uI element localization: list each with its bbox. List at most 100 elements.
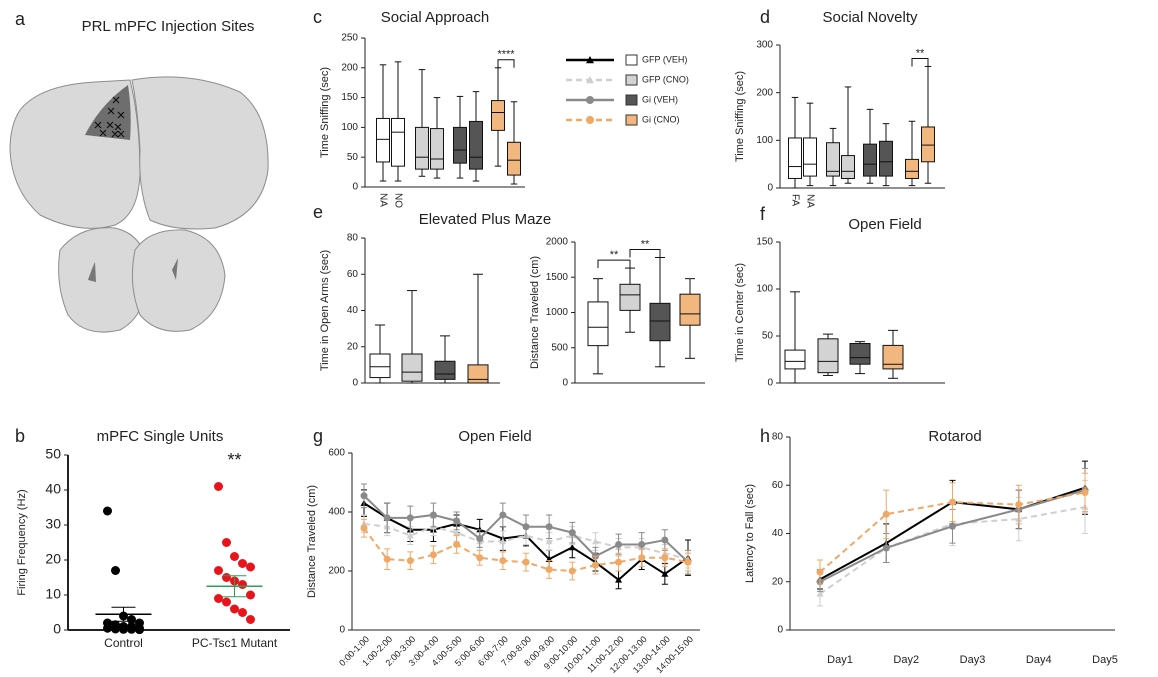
y-tick-label: 60: [347, 269, 359, 280]
significance-bracket: [497, 59, 515, 68]
marker: [499, 538, 507, 545]
y-tick-label: 20: [45, 551, 61, 567]
point: [238, 608, 247, 617]
y-tick-label: 40: [772, 528, 784, 539]
marker: [522, 558, 530, 566]
box: [507, 141, 521, 176]
y-tick-label: 0: [767, 378, 773, 389]
panel-letter: h: [760, 426, 770, 446]
marker: [615, 558, 623, 566]
box: [415, 126, 429, 170]
marker: [684, 558, 692, 566]
marker: [453, 540, 461, 548]
y-tick-label: 150: [756, 237, 773, 248]
y-tick-label: 0: [352, 378, 358, 389]
box: [879, 140, 893, 177]
y-tick-label: 2000: [546, 237, 569, 248]
point: [135, 625, 144, 635]
legend-box: [625, 54, 638, 66]
box: [817, 338, 839, 374]
panel-letter: c: [313, 7, 322, 27]
y-axis-label: Time Sniffing (sec): [734, 71, 746, 162]
y-tick-label: 200: [328, 566, 345, 577]
panel-letter: f: [760, 204, 766, 224]
marker: [949, 498, 956, 506]
box: [826, 142, 840, 177]
box: [369, 353, 391, 379]
marker: [586, 76, 594, 84]
marker: [545, 523, 553, 531]
point: [222, 573, 231, 582]
box: [841, 155, 855, 179]
marker: [882, 544, 890, 552]
point: [214, 566, 223, 575]
marker: [545, 566, 553, 574]
legend-label: Gi (CNO): [642, 114, 680, 124]
box: [434, 360, 456, 380]
y-tick-label: 60: [772, 480, 784, 491]
point: [246, 615, 255, 624]
y-tick-label: 40: [45, 481, 61, 497]
significance-label: ****: [497, 49, 515, 61]
marker: [949, 522, 956, 530]
y-tick-label: 80: [772, 432, 784, 443]
x-tick-label: NA: [377, 193, 388, 207]
significance-label: **: [227, 450, 241, 470]
box: [788, 137, 802, 179]
y-tick-label: 600: [328, 448, 345, 459]
y-tick-label: 100: [341, 122, 358, 133]
marker: [816, 590, 824, 597]
box: [784, 349, 806, 370]
box: [453, 126, 467, 164]
marker: [545, 538, 553, 545]
box: [619, 283, 641, 311]
marker: [568, 567, 576, 575]
marker: [476, 554, 484, 562]
panel-letter: g: [313, 426, 323, 446]
box: [649, 302, 671, 342]
panel-letter: e: [313, 202, 323, 222]
panel-letter: d: [760, 7, 770, 27]
y-axis-label: Time in Center (sec): [734, 263, 746, 362]
error-bar: [111, 606, 136, 622]
marker: [406, 532, 414, 539]
marker: [360, 524, 368, 532]
marker: [476, 535, 484, 543]
y-tick-label: 100: [756, 135, 773, 146]
significance-bracket: [597, 259, 631, 269]
y-tick-label: 50: [347, 152, 359, 163]
point: [246, 590, 255, 600]
legend-label: Gi (VEH): [642, 94, 678, 104]
marker: [661, 554, 669, 562]
y-tick-label: 1500: [546, 272, 569, 283]
x-tick-label: Day5: [1092, 654, 1118, 666]
y-tick-label: 100: [756, 284, 773, 295]
error-bar: [222, 575, 247, 598]
y-axis-label: Distance Traveled (cm): [306, 485, 318, 598]
y-tick-label: 30: [45, 516, 61, 532]
box: [491, 100, 505, 131]
x-tick-label: FA: [789, 194, 800, 207]
marker: [586, 56, 594, 64]
marker: [453, 529, 461, 536]
point: [230, 604, 239, 614]
marker: [638, 540, 646, 548]
box: [391, 117, 405, 167]
y-tick-label: 0: [339, 625, 345, 636]
brain-right-lobe: [131, 76, 269, 230]
x-tick-label: NA: [804, 194, 815, 208]
marker: [499, 511, 507, 519]
point: [119, 624, 128, 634]
legend-box: [625, 114, 638, 126]
box: [587, 301, 609, 347]
marker: [615, 540, 623, 548]
point: [222, 538, 231, 547]
legend-label: GFP (CNO): [642, 74, 689, 84]
box: [882, 344, 904, 370]
significance-bracket: [911, 57, 929, 67]
point: [214, 482, 223, 491]
x-tick-label: NO: [392, 193, 403, 208]
legend-box: [625, 74, 638, 86]
chart-title: Elevated Plus Maze: [419, 211, 552, 228]
brain-lower-right: [131, 229, 226, 332]
